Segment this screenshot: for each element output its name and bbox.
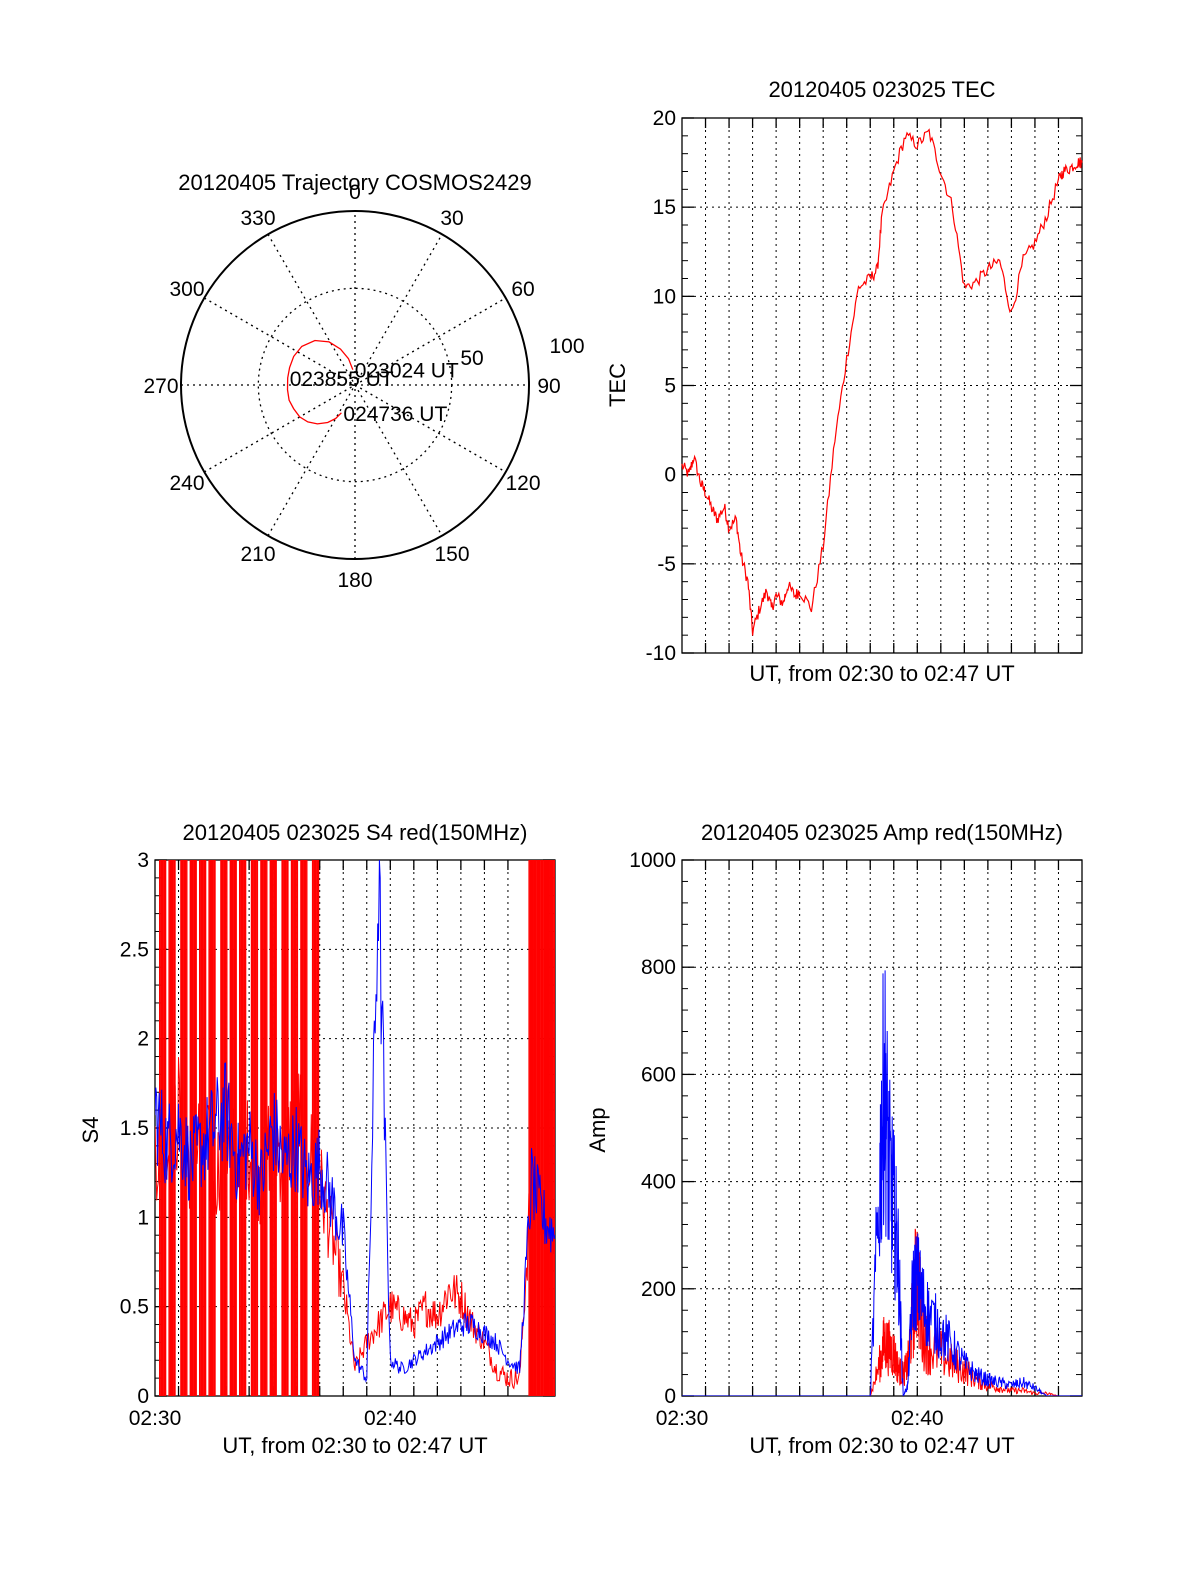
- azimuth-label: 90: [537, 375, 560, 398]
- trajectory-point-label: 024736 UT: [343, 403, 447, 426]
- azimuth-label: 30: [440, 207, 463, 230]
- azimuth-label: 240: [169, 472, 204, 495]
- tec-ytick-label: 15: [653, 196, 676, 219]
- azimuth-label: 330: [240, 207, 275, 230]
- s4-xtick-label: 02:30: [129, 1407, 182, 1430]
- azimuth-label: 120: [505, 472, 540, 495]
- s4-ytick-label: 2.5: [120, 938, 149, 961]
- s4-ytick-label: 1.5: [120, 1117, 149, 1140]
- amp-ytick-label: 600: [641, 1063, 676, 1086]
- amp-ytick-label: 400: [641, 1171, 676, 1194]
- s4-ylabel: S4: [78, 1117, 103, 1144]
- amp-frame: [681, 859, 1083, 1397]
- tec-ytick-label: 5: [664, 375, 676, 398]
- azimuth-label: 300: [169, 278, 204, 301]
- trajectory-line: [286, 339, 354, 425]
- s4-ytick-label: 2: [137, 1028, 149, 1051]
- tec-ytick-label: -5: [657, 553, 676, 576]
- amp-blue-line: [682, 970, 1082, 1396]
- s4-blue-line: [155, 860, 555, 1383]
- trajectory-series: [286, 339, 354, 425]
- radial-label-50: 50: [460, 347, 483, 370]
- amp-title: 20120405 023025 Amp red(150MHz): [701, 820, 1063, 845]
- s4-xtick-label: 02:40: [364, 1407, 417, 1430]
- s4-xlabel: UT, from 02:30 to 02:47 UT: [222, 1433, 487, 1458]
- tec-ytick-label: 10: [653, 285, 676, 308]
- tec-ylabel: TEC: [605, 363, 630, 407]
- tec-ytick-label: 0: [664, 464, 676, 487]
- s4-series-group: [155, 860, 555, 1396]
- s4-ytick-label: 0.5: [120, 1296, 149, 1319]
- s4-ytick-label: 3: [137, 849, 149, 872]
- polar-spoke: [267, 233, 443, 537]
- amp-series-group: [682, 970, 1082, 1396]
- amp-xtick-label: 02:30: [656, 1407, 709, 1430]
- amp-plot-body: 0 200 400 600 800 1000 02:30 02:40: [629, 849, 1083, 1430]
- azimuth-label: 210: [240, 543, 275, 566]
- tec-xlabel: UT, from 02:30 to 02:47 UT: [749, 661, 1014, 686]
- polar-grid: [180, 210, 530, 560]
- amp-plot: 20120405 023025 Amp red(150MHz) UT, from…: [585, 820, 1083, 1458]
- tec-ytick-label: -10: [646, 642, 676, 665]
- azimuth-label: 270: [143, 375, 178, 398]
- tec-ytick-label: 20: [653, 107, 676, 130]
- s4-ytick-label: 1: [137, 1206, 149, 1229]
- tec-plot: 20120405 023025 TEC UT, from 02:30 to 02…: [605, 77, 1083, 686]
- amp-red-line: [682, 1228, 1082, 1396]
- radial-label-100: 100: [549, 335, 584, 358]
- s4-plot-body: 0 0.5 1 1.5 2 2.5 3 02:30 02:40: [120, 849, 556, 1430]
- amp-ytick-label: 0: [664, 1385, 676, 1408]
- amp-xlabel: UT, from 02:30 to 02:47 UT: [749, 1433, 1014, 1458]
- amp-ylabel: Amp: [585, 1107, 610, 1152]
- amp-ytick-label: 800: [641, 956, 676, 979]
- s4-ytick-label: 0: [137, 1385, 149, 1408]
- amp-ytick-label: 200: [641, 1278, 676, 1301]
- polar-radial-labels: 50 100: [460, 335, 584, 370]
- polar-title: 20120405 Trajectory COSMOS2429: [178, 170, 531, 195]
- amp-xtick-label: 02:40: [891, 1407, 944, 1430]
- trajectory-point-label: 023855 UT: [290, 368, 394, 391]
- s4-plot: 20120405 023025 S4 red(150MHz) UT, from …: [78, 820, 556, 1458]
- azimuth-label: 0: [349, 181, 361, 204]
- azimuth-label: 180: [337, 569, 372, 592]
- amp-ytick-label: 1000: [629, 849, 676, 872]
- polar-trajectory-plot: 20120405 Trajectory COSMOS2429 0 30 60 90 12…: [143, 170, 584, 592]
- azimuth-label: 150: [434, 543, 469, 566]
- tec-title: 20120405 023025 TEC: [768, 77, 995, 102]
- tec-series-line: [681, 128, 1083, 636]
- polar-azimuth-labels: 0 30 60 90 120 150 180 210 240 270 300 330: [143, 181, 560, 592]
- trajectory-point-label: 023024 UT: [355, 360, 459, 383]
- azimuth-label: 60: [511, 278, 534, 301]
- s4-title: 20120405 023025 S4 red(150MHz): [183, 820, 528, 845]
- tec-plot-body: -10 -5 0 5 10 15 20: [646, 107, 1083, 665]
